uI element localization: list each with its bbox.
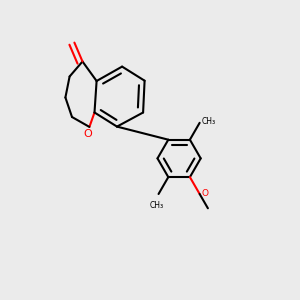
Text: O: O [83,129,92,140]
Text: CH₃: CH₃ [202,117,216,126]
Text: O: O [201,190,208,199]
Text: CH₃: CH₃ [150,201,164,210]
